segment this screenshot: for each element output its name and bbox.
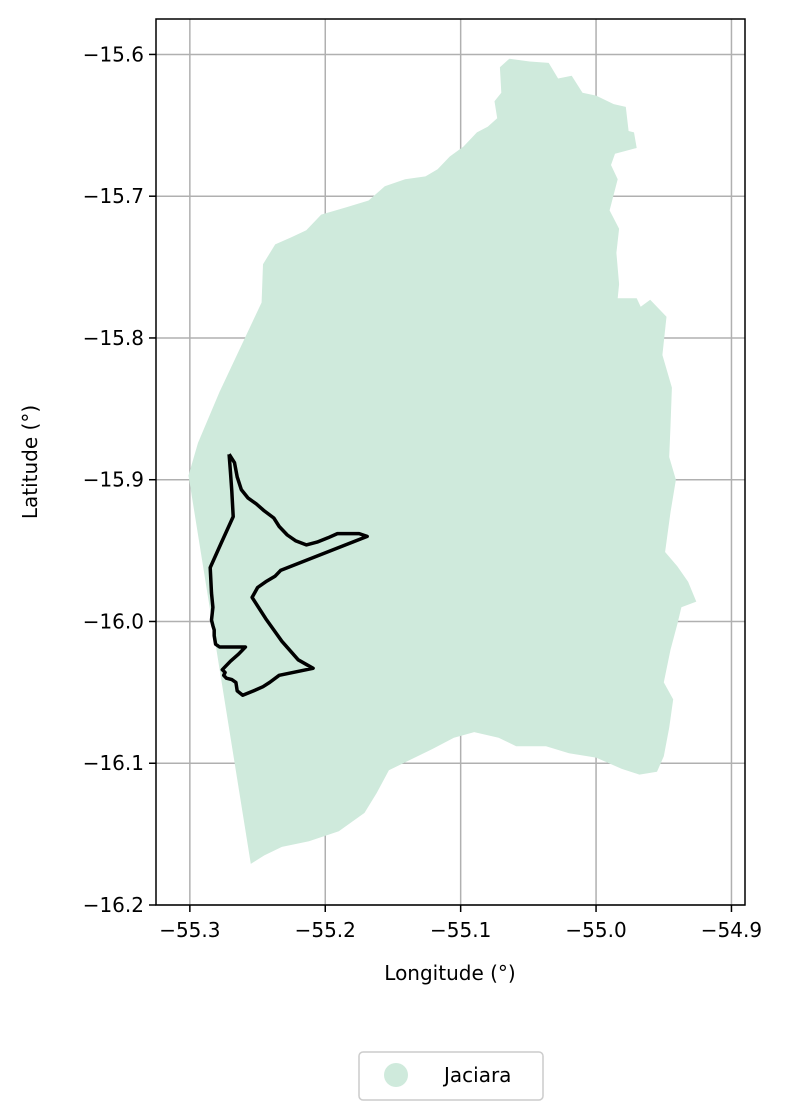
y-axis-label: Latitude (°) (18, 405, 42, 519)
y-tick-label: −15.7 (83, 184, 144, 208)
x-tick-label: −55.1 (430, 918, 491, 942)
y-tick-label: −15.8 (83, 326, 144, 350)
x-tick-label: −55.0 (565, 918, 626, 942)
x-axis-label: Longitude (°) (384, 961, 515, 985)
x-tick-label: −55.3 (159, 918, 220, 942)
y-tick-label: −15.6 (83, 42, 144, 66)
y-tick-label: −16.1 (83, 751, 144, 775)
legend: Jaciara (359, 1052, 543, 1100)
x-tick-label: −55.2 (295, 918, 356, 942)
legend-marker-jaciara (384, 1063, 408, 1087)
y-tick-label: −16.2 (83, 893, 144, 917)
legend-label-jaciara: Jaciara (442, 1063, 511, 1087)
x-tick-label: −54.9 (701, 918, 762, 942)
y-tick-label: −16.0 (83, 609, 144, 633)
y-tick-label: −15.9 (83, 468, 144, 492)
